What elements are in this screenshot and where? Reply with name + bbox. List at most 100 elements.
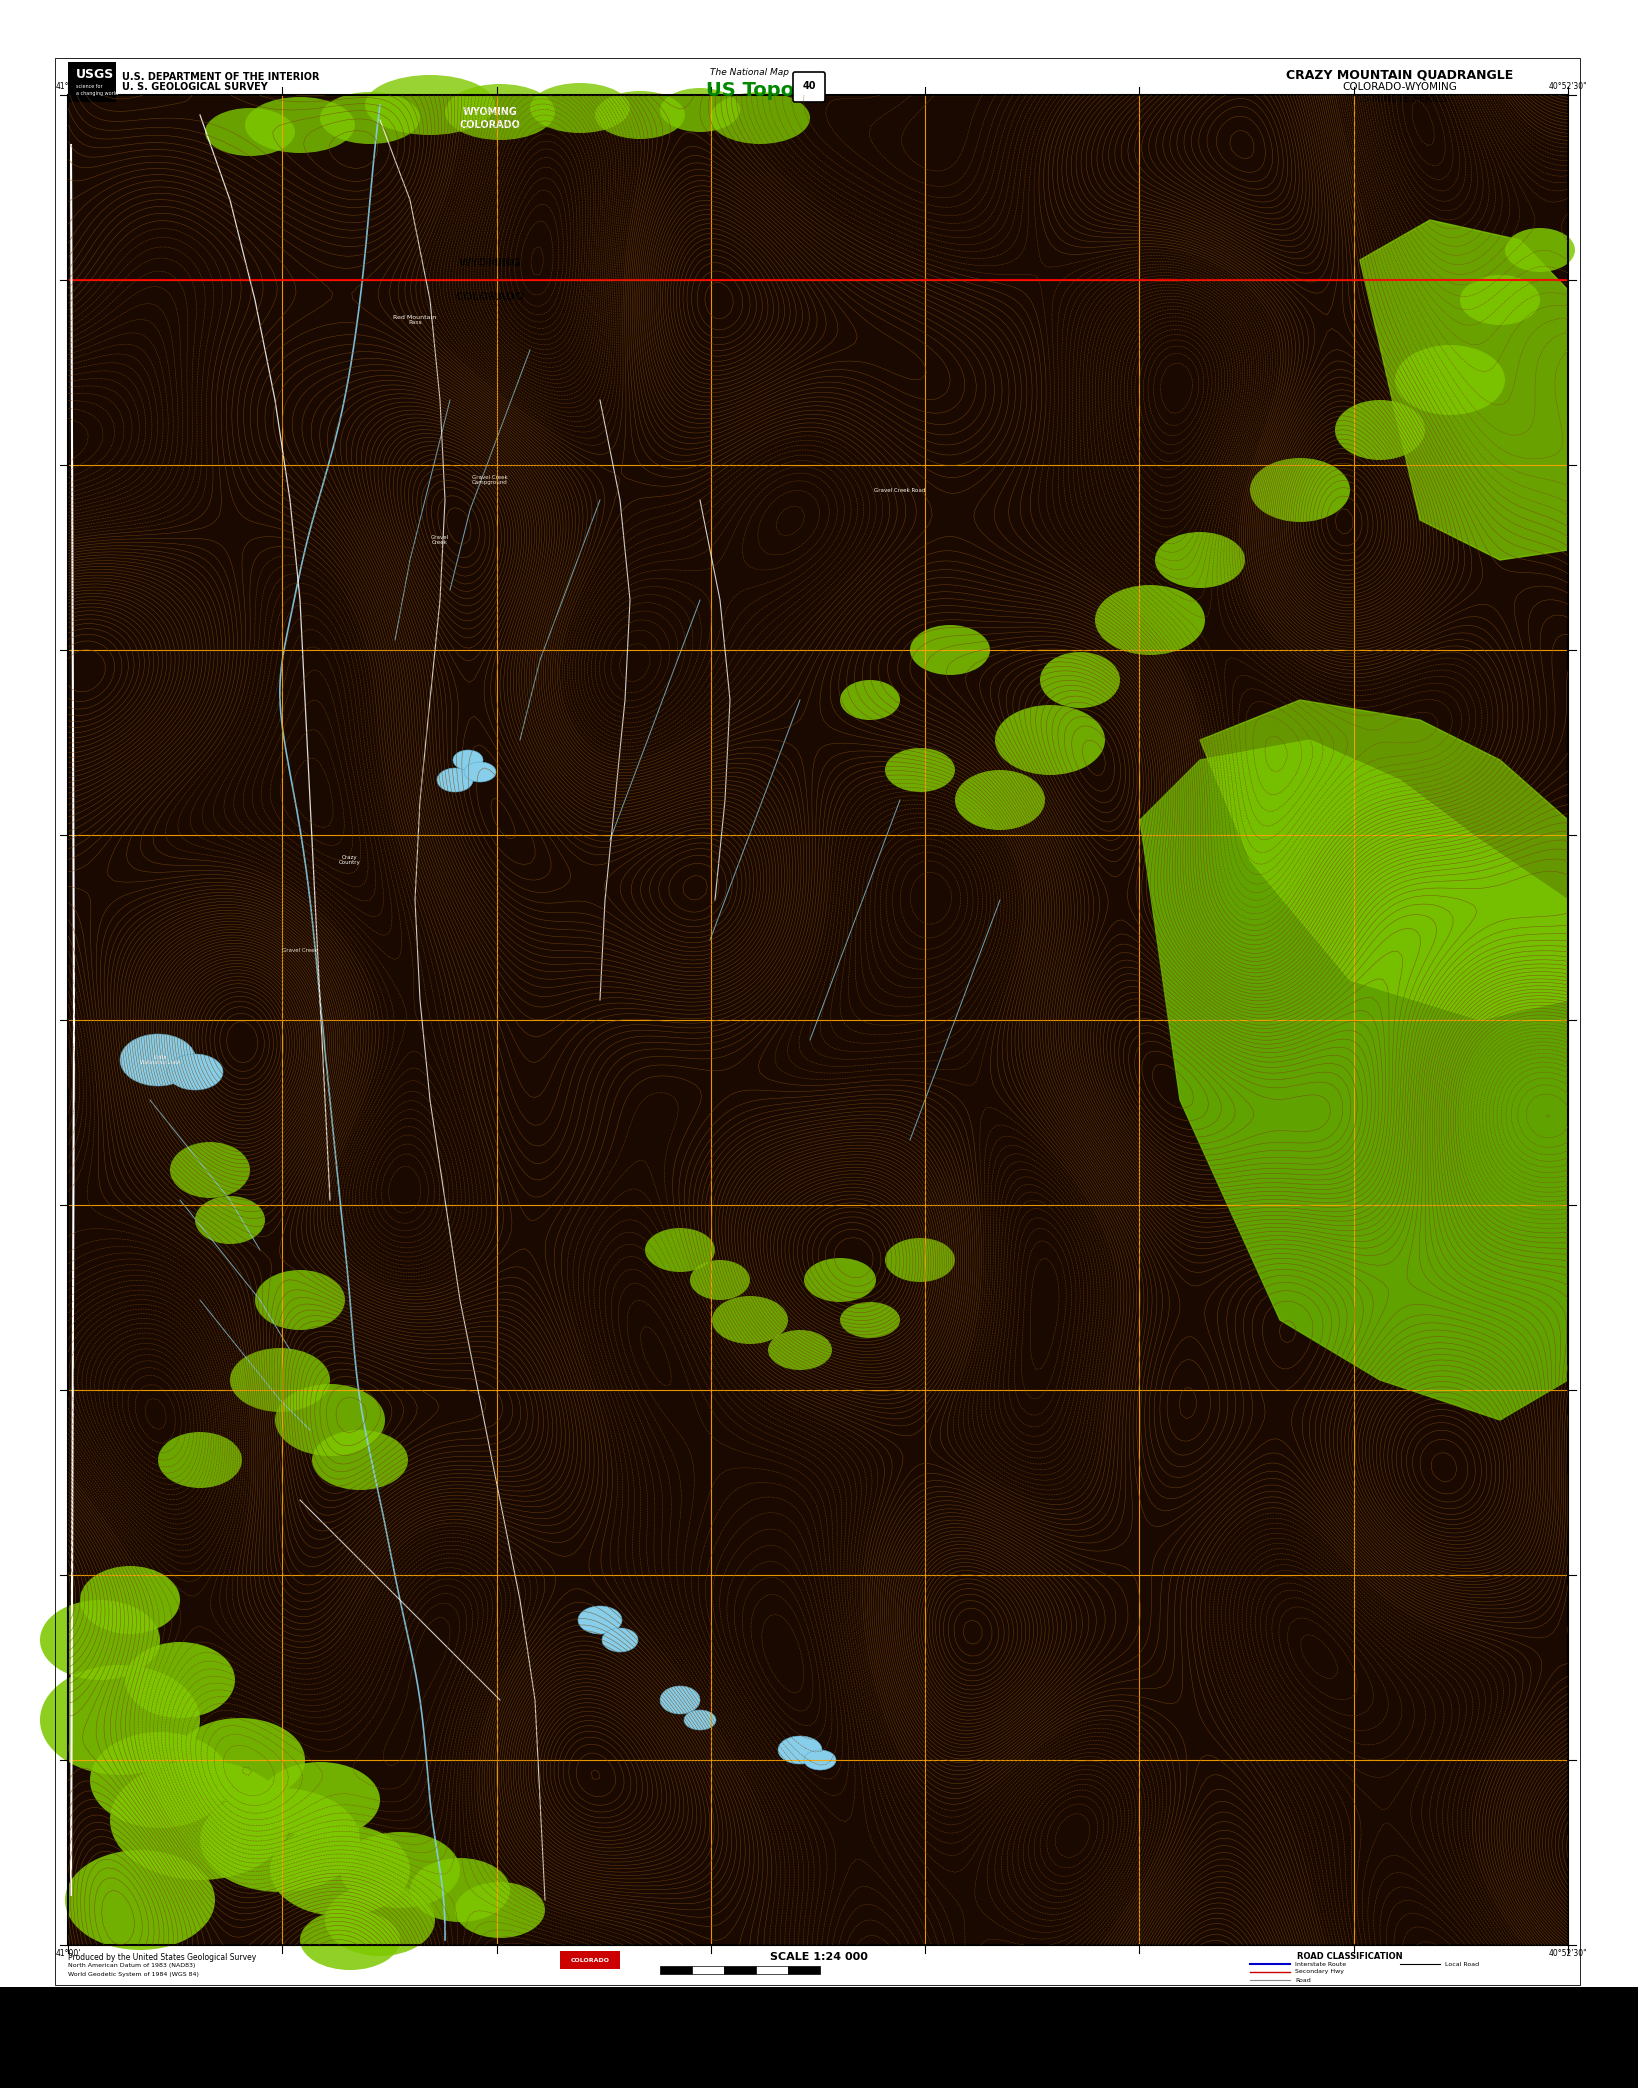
Text: Produced by the United States Geological Survey: Produced by the United States Geological…	[69, 1952, 256, 1963]
Text: COLORADO-WYOMING: COLORADO-WYOMING	[1343, 81, 1458, 92]
Bar	[757, 1967, 788, 1973]
Bar	[560, 1950, 621, 1969]
Text: science for: science for	[75, 84, 103, 90]
Ellipse shape	[454, 750, 483, 770]
Ellipse shape	[205, 109, 295, 157]
Ellipse shape	[685, 1710, 716, 1731]
Ellipse shape	[660, 88, 740, 132]
Ellipse shape	[200, 1787, 360, 1892]
Ellipse shape	[39, 1599, 161, 1681]
Ellipse shape	[246, 96, 355, 152]
Text: WYOMING: WYOMING	[462, 106, 518, 117]
Ellipse shape	[455, 1881, 545, 1938]
Polygon shape	[1140, 739, 1568, 1420]
Text: US Topo: US Topo	[706, 81, 794, 100]
Bar	[69, 63, 116, 102]
Text: 40: 40	[803, 81, 816, 92]
Ellipse shape	[341, 1831, 460, 1908]
Text: COLORADO: COLORADO	[460, 119, 521, 129]
Ellipse shape	[260, 1762, 380, 1837]
Text: Interstate Route: Interstate Route	[1296, 1961, 1346, 1967]
Ellipse shape	[446, 84, 555, 140]
Ellipse shape	[595, 92, 685, 140]
Ellipse shape	[1040, 651, 1120, 708]
Ellipse shape	[275, 1384, 385, 1455]
Bar	[69, 94, 1568, 1946]
Ellipse shape	[170, 1142, 251, 1199]
Bar	[691, 1967, 724, 1973]
Text: COLORADO: COLORADO	[570, 1959, 609, 1963]
Text: 40°52'30": 40°52'30"	[1548, 81, 1587, 92]
Ellipse shape	[645, 1228, 716, 1272]
Ellipse shape	[110, 1760, 290, 1879]
Ellipse shape	[578, 1606, 622, 1635]
Polygon shape	[1201, 699, 1568, 1021]
Text: Gravel
Creek: Gravel Creek	[431, 535, 449, 545]
Ellipse shape	[885, 1238, 955, 1282]
Text: SCALE 1:24 000: SCALE 1:24 000	[770, 1952, 868, 1963]
Text: a changing world: a changing world	[75, 92, 118, 96]
Ellipse shape	[709, 92, 811, 144]
Ellipse shape	[90, 1733, 229, 1827]
Ellipse shape	[804, 1257, 876, 1303]
Ellipse shape	[768, 1330, 832, 1370]
Text: COLORADO: COLORADO	[455, 292, 524, 303]
Text: Gravel Creek
Campground: Gravel Creek Campground	[472, 474, 508, 484]
Ellipse shape	[124, 1641, 234, 1718]
Ellipse shape	[778, 1735, 822, 1764]
Text: North American Datum of 1983 (NAD83): North American Datum of 1983 (NAD83)	[69, 1963, 195, 1969]
Text: Local Road: Local Road	[1445, 1961, 1479, 1967]
Ellipse shape	[955, 770, 1045, 831]
Ellipse shape	[804, 1750, 835, 1771]
Text: CRAZY MOUNTAIN QUADRANGLE: CRAZY MOUNTAIN QUADRANGLE	[1286, 69, 1514, 81]
Ellipse shape	[195, 1196, 265, 1244]
Ellipse shape	[603, 1629, 637, 1652]
FancyBboxPatch shape	[793, 71, 826, 102]
Ellipse shape	[270, 1825, 410, 1917]
Text: 41°00': 41°00'	[56, 81, 80, 92]
Ellipse shape	[1250, 457, 1350, 522]
Ellipse shape	[1459, 276, 1540, 326]
Ellipse shape	[994, 706, 1106, 775]
Ellipse shape	[311, 1430, 408, 1491]
Bar	[0, 1988, 1638, 2088]
Ellipse shape	[175, 1718, 305, 1802]
Text: Gravel Creek Road: Gravel Creek Road	[875, 487, 925, 493]
Text: 41°00': 41°00'	[56, 1948, 80, 1959]
Ellipse shape	[120, 1034, 197, 1086]
Bar	[724, 1967, 757, 1973]
Ellipse shape	[1396, 345, 1505, 416]
Polygon shape	[1360, 219, 1568, 560]
Text: ROAD CLASSIFICATION: ROAD CLASSIFICATION	[1297, 1952, 1402, 1961]
Text: WYOMING: WYOMING	[459, 259, 521, 267]
Ellipse shape	[840, 1303, 899, 1338]
Ellipse shape	[1505, 228, 1576, 271]
Text: Crazy
Country: Crazy Country	[339, 854, 360, 864]
Ellipse shape	[1094, 585, 1206, 656]
Text: Secondary Hwy: Secondary Hwy	[1296, 1969, 1345, 1975]
Text: USGS: USGS	[75, 69, 115, 81]
Text: Road: Road	[1296, 1977, 1310, 1982]
Text: U. S. GEOLOGICAL SURVEY: U. S. GEOLOGICAL SURVEY	[121, 81, 267, 92]
Ellipse shape	[911, 624, 989, 674]
Ellipse shape	[1155, 532, 1245, 589]
Ellipse shape	[690, 1259, 750, 1301]
Ellipse shape	[39, 1664, 200, 1775]
Text: U.S. DEPARTMENT OF THE INTERIOR: U.S. DEPARTMENT OF THE INTERIOR	[121, 71, 319, 81]
Text: World Geodetic System of 1984 (WGS 84): World Geodetic System of 1984 (WGS 84)	[69, 1971, 198, 1977]
Text: 7.5-MINUTE SERIES: 7.5-MINUTE SERIES	[1353, 94, 1446, 104]
Ellipse shape	[319, 92, 419, 144]
Text: Gravel Creek: Gravel Creek	[282, 948, 318, 952]
Text: Red Mountain
Pass: Red Mountain Pass	[393, 315, 437, 326]
Ellipse shape	[1335, 401, 1425, 459]
Ellipse shape	[256, 1270, 346, 1330]
Ellipse shape	[300, 1911, 400, 1969]
Ellipse shape	[167, 1054, 223, 1090]
Ellipse shape	[885, 748, 955, 791]
Ellipse shape	[157, 1432, 242, 1489]
Text: 40°52'30": 40°52'30"	[1548, 1948, 1587, 1959]
Ellipse shape	[324, 1883, 436, 1956]
Ellipse shape	[840, 681, 899, 720]
Text: Little
Wabasha Lake: Little Wabasha Lake	[139, 1054, 180, 1065]
Ellipse shape	[66, 1850, 215, 1950]
